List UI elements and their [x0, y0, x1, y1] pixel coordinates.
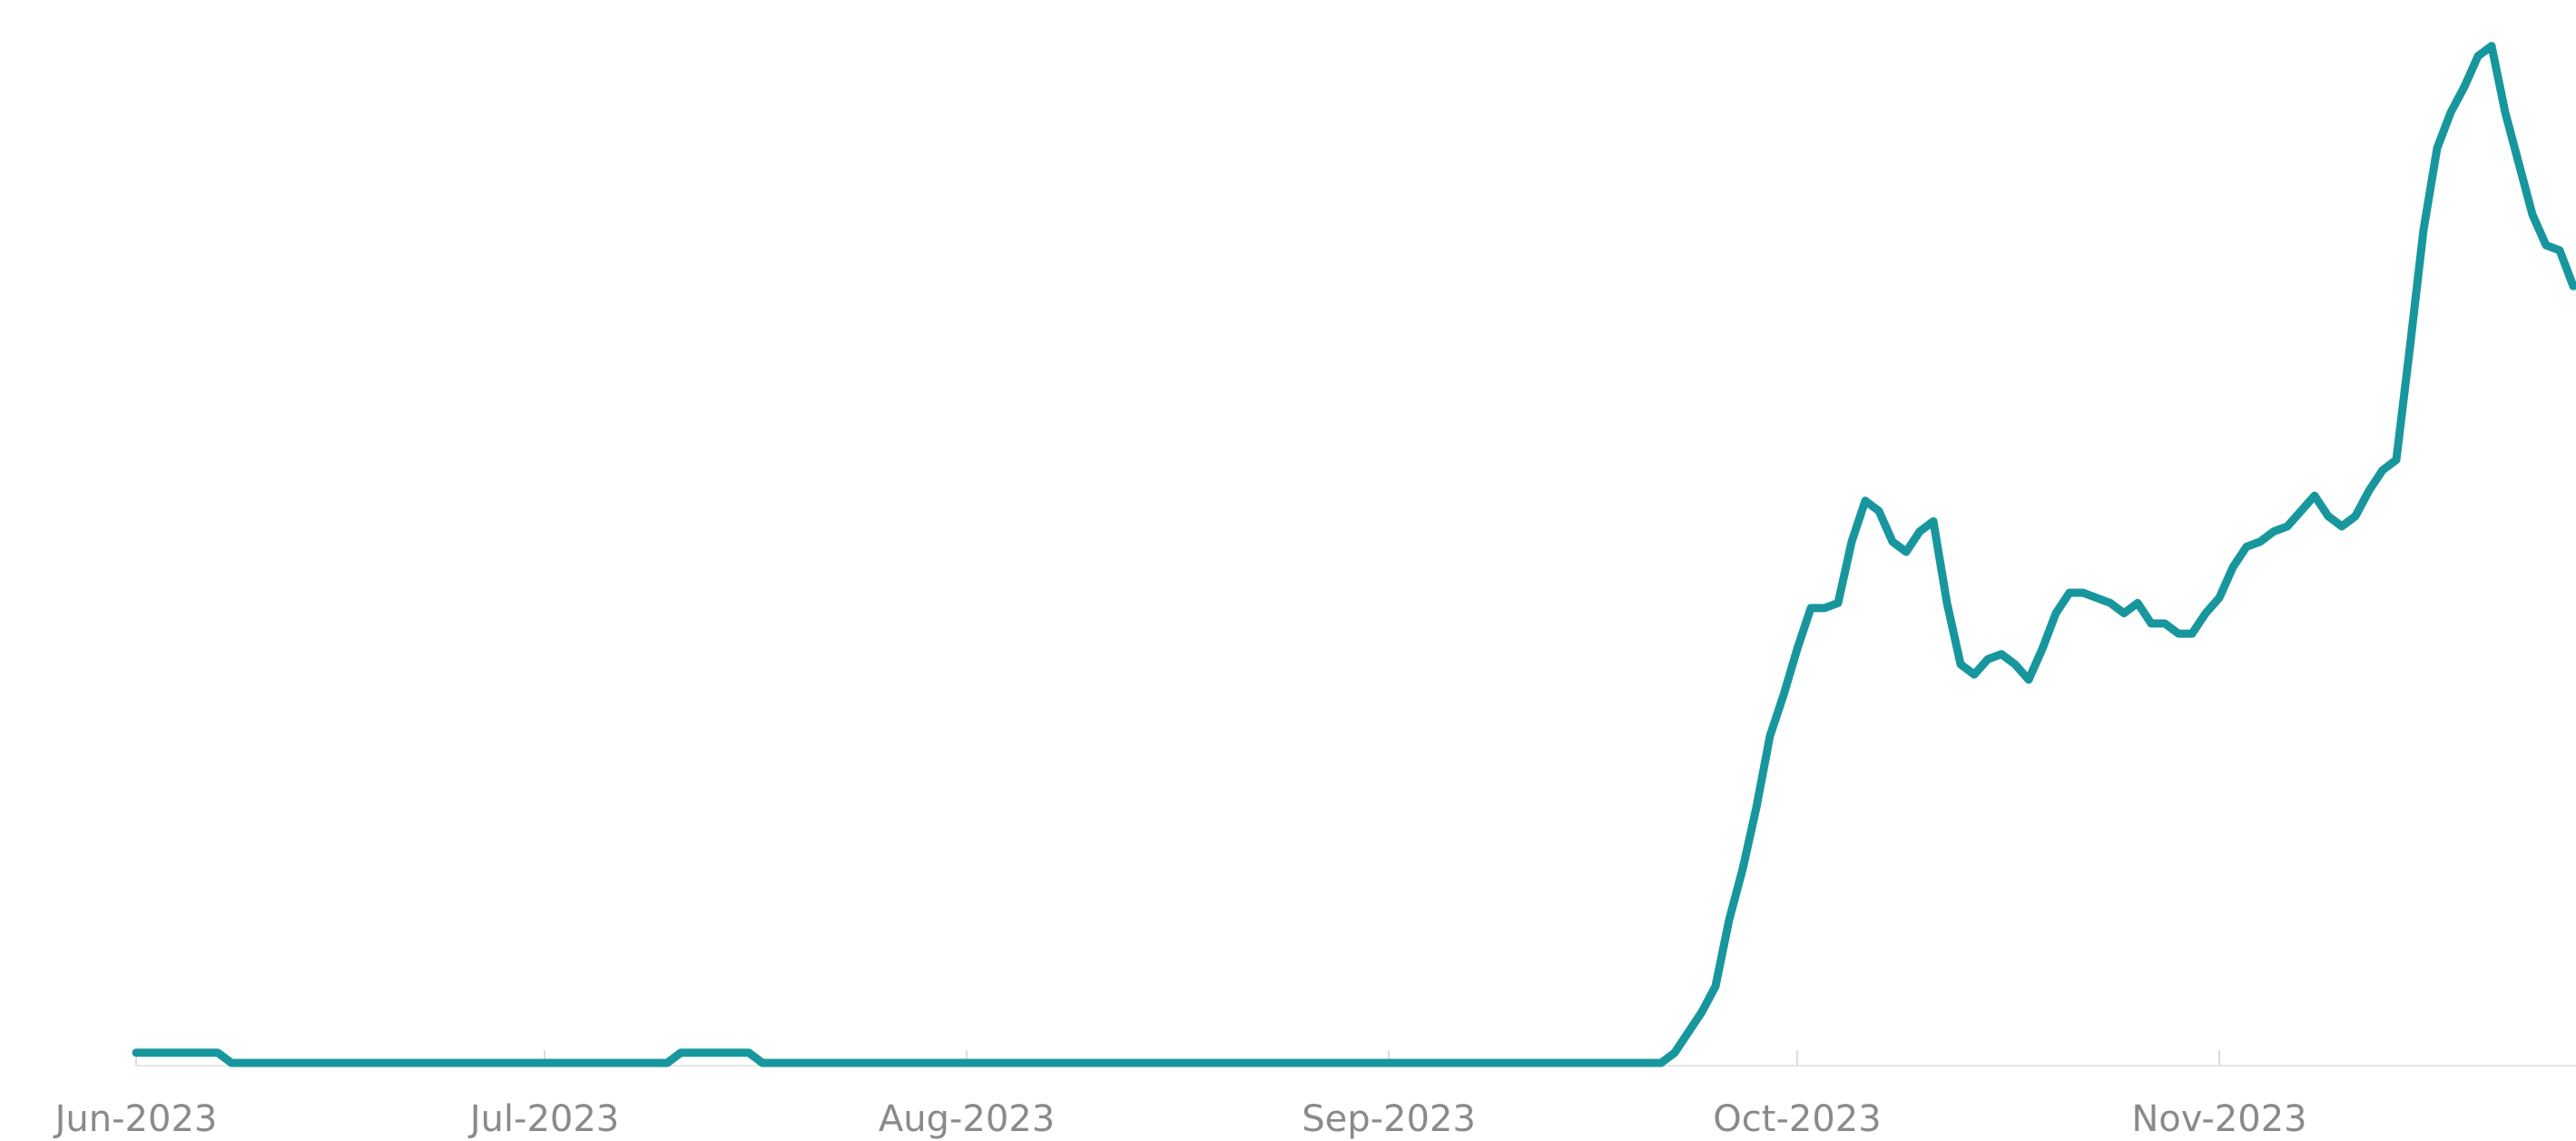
x-tick-label: Jun-2023	[53, 1098, 218, 1140]
x-tick-label: Sep-2023	[1302, 1098, 1476, 1140]
line-series	[132, 42, 2576, 1067]
x-tick-label: Oct-2023	[1713, 1098, 1881, 1140]
x-tick-label: Nov-2023	[2131, 1098, 2306, 1140]
x-tick-label: Aug-2023	[879, 1098, 1055, 1140]
x-tick-label: Jul-2023	[467, 1098, 620, 1140]
